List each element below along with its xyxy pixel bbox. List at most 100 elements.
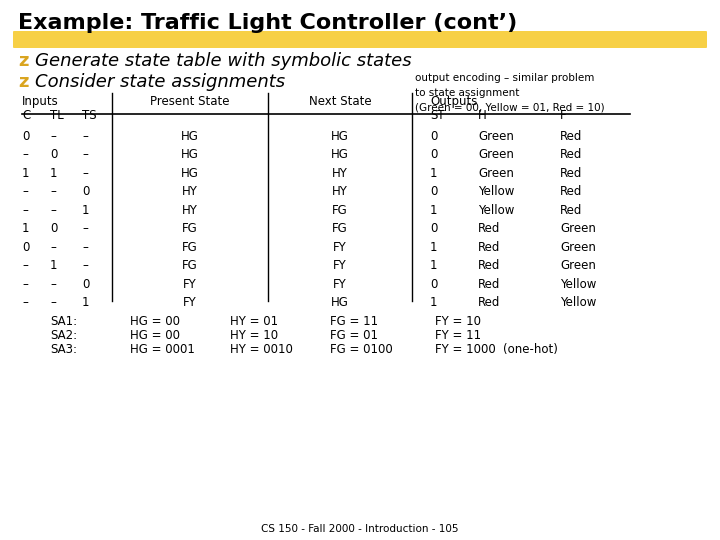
Text: FY = 1000: FY = 1000 xyxy=(435,343,496,356)
Text: Yellow: Yellow xyxy=(478,204,514,217)
Text: 1: 1 xyxy=(430,296,438,309)
Text: (one-hot): (one-hot) xyxy=(503,343,558,356)
FancyBboxPatch shape xyxy=(13,31,707,48)
Text: –: – xyxy=(50,185,56,198)
Text: 1: 1 xyxy=(22,167,30,180)
Text: –: – xyxy=(22,148,28,161)
Text: Red: Red xyxy=(560,167,582,180)
Text: Outputs: Outputs xyxy=(430,95,477,108)
Text: Yellow: Yellow xyxy=(478,185,514,198)
Text: 1: 1 xyxy=(430,241,438,254)
Text: HG: HG xyxy=(331,296,349,309)
Text: FY = 11: FY = 11 xyxy=(435,329,481,342)
Text: –: – xyxy=(82,148,88,161)
Text: 0: 0 xyxy=(82,185,89,198)
Text: 1: 1 xyxy=(82,204,89,217)
Text: –: – xyxy=(22,204,28,217)
Text: HY: HY xyxy=(182,185,198,198)
Text: Yellow: Yellow xyxy=(560,296,596,309)
Text: –: – xyxy=(82,259,88,272)
Text: –: – xyxy=(82,167,88,180)
Text: 1: 1 xyxy=(50,259,58,272)
Text: FY: FY xyxy=(333,278,347,291)
Text: 0: 0 xyxy=(430,222,437,235)
Text: 1: 1 xyxy=(22,222,30,235)
Text: Green: Green xyxy=(560,222,596,235)
Text: 0: 0 xyxy=(50,148,58,161)
Text: 1: 1 xyxy=(430,167,438,180)
Text: –: – xyxy=(50,241,56,254)
Text: CS 150 - Fall 2000 - Introduction - 105: CS 150 - Fall 2000 - Introduction - 105 xyxy=(261,524,459,534)
Text: –: – xyxy=(82,130,88,143)
Text: Green: Green xyxy=(560,241,596,254)
Text: z: z xyxy=(18,73,29,91)
Text: Green: Green xyxy=(478,148,514,161)
Text: HY = 10: HY = 10 xyxy=(230,329,278,342)
Text: Green: Green xyxy=(478,167,514,180)
Text: Inputs: Inputs xyxy=(22,95,59,108)
Text: –: – xyxy=(50,296,56,309)
Text: FY = 10: FY = 10 xyxy=(435,315,481,328)
Text: Next State: Next State xyxy=(309,95,372,108)
Text: Red: Red xyxy=(478,278,500,291)
Text: 1: 1 xyxy=(50,167,58,180)
Text: FG = 11: FG = 11 xyxy=(330,315,378,328)
Text: 0: 0 xyxy=(22,241,30,254)
Text: Red: Red xyxy=(560,148,582,161)
Text: Red: Red xyxy=(560,185,582,198)
Text: z: z xyxy=(18,52,29,70)
Text: HG: HG xyxy=(181,167,199,180)
Text: FY: FY xyxy=(183,278,197,291)
Text: Red: Red xyxy=(478,296,500,309)
Text: Consider state assignments: Consider state assignments xyxy=(35,73,285,91)
Text: Example: Traffic Light Controller (cont’): Example: Traffic Light Controller (cont’… xyxy=(18,13,517,33)
Text: –: – xyxy=(22,278,28,291)
Text: ST: ST xyxy=(430,109,445,122)
Text: –: – xyxy=(22,259,28,272)
Text: Green: Green xyxy=(560,259,596,272)
Text: SA1:: SA1: xyxy=(50,315,77,328)
Text: 0: 0 xyxy=(50,222,58,235)
Text: FY: FY xyxy=(333,241,347,254)
Text: FG: FG xyxy=(182,259,198,272)
Text: H: H xyxy=(478,109,487,122)
Text: HG: HG xyxy=(331,130,349,143)
Text: HG = 00: HG = 00 xyxy=(130,315,180,328)
Text: –: – xyxy=(50,204,56,217)
Text: –: – xyxy=(22,296,28,309)
Text: 0: 0 xyxy=(430,185,437,198)
Text: Red: Red xyxy=(478,241,500,254)
Text: C: C xyxy=(22,109,30,122)
Text: HY: HY xyxy=(332,167,348,180)
Text: FG = 01: FG = 01 xyxy=(330,329,378,342)
Text: FG: FG xyxy=(332,204,348,217)
Text: –: – xyxy=(82,222,88,235)
Text: HG: HG xyxy=(331,148,349,161)
Text: output encoding – similar problem
to state assignment
(Green = 00, Yellow = 01, : output encoding – similar problem to sta… xyxy=(415,73,605,113)
Text: FY: FY xyxy=(333,259,347,272)
Text: Present State: Present State xyxy=(150,95,230,108)
Text: TS: TS xyxy=(82,109,96,122)
Text: HG = 00: HG = 00 xyxy=(130,329,180,342)
Text: SA3:: SA3: xyxy=(50,343,77,356)
Text: HY = 01: HY = 01 xyxy=(230,315,278,328)
Text: Red: Red xyxy=(560,130,582,143)
Text: Yellow: Yellow xyxy=(560,278,596,291)
Text: HG: HG xyxy=(181,148,199,161)
Text: HG: HG xyxy=(181,130,199,143)
Text: 0: 0 xyxy=(430,278,437,291)
Text: FG = 0100: FG = 0100 xyxy=(330,343,392,356)
Text: FG: FG xyxy=(332,222,348,235)
Text: 1: 1 xyxy=(430,259,438,272)
Text: 0: 0 xyxy=(82,278,89,291)
Text: Generate state table with symbolic states: Generate state table with symbolic state… xyxy=(35,52,412,70)
Text: TL: TL xyxy=(50,109,64,122)
Text: SA2:: SA2: xyxy=(50,329,77,342)
Text: –: – xyxy=(22,185,28,198)
Text: 0: 0 xyxy=(430,130,437,143)
Text: 0: 0 xyxy=(430,148,437,161)
Text: FG: FG xyxy=(182,241,198,254)
Text: HY: HY xyxy=(182,204,198,217)
Text: –: – xyxy=(82,241,88,254)
Text: 0: 0 xyxy=(22,130,30,143)
